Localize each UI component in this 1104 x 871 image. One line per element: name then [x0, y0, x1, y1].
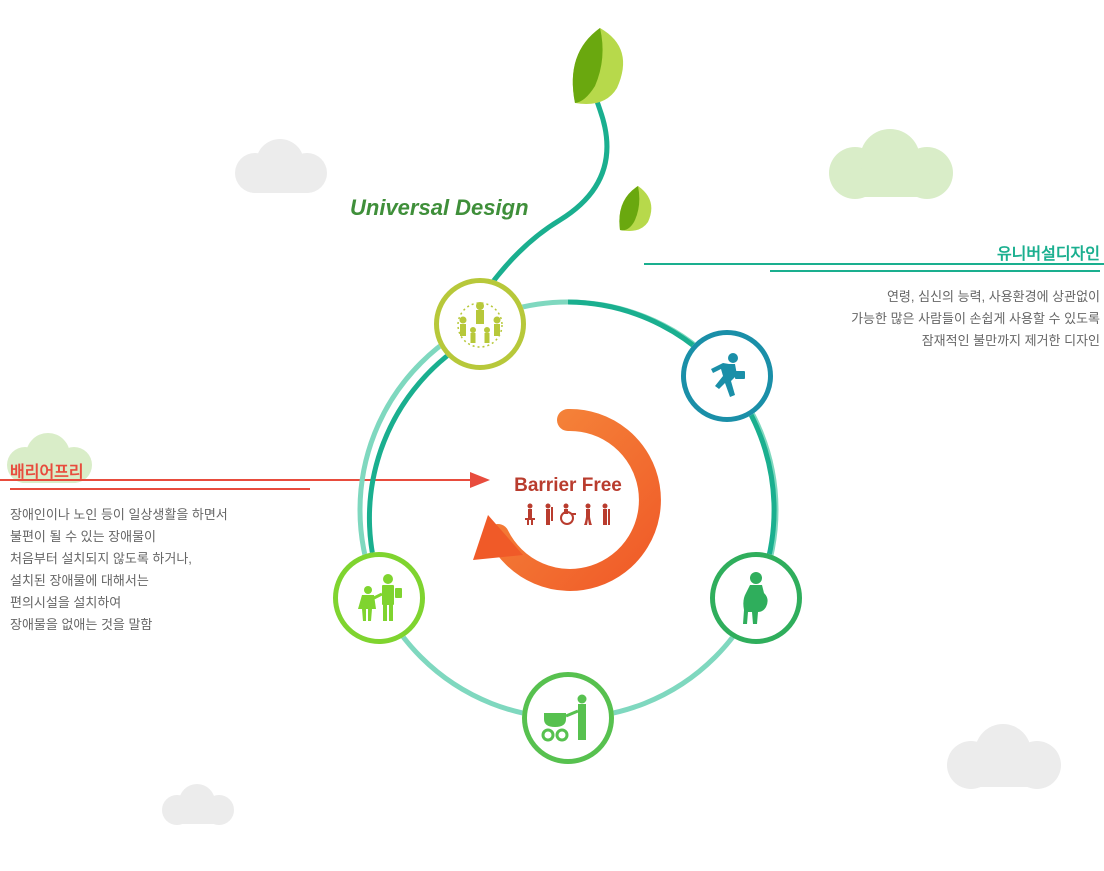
running-person-icon [705, 351, 749, 401]
node-running [681, 330, 773, 422]
callout-universal-design: 유니버설디자인 연령, 심신의 능력, 사용환경에 상관없이 가능한 많은 사람… [770, 240, 1100, 352]
leaf-large-icon [555, 18, 645, 118]
stroller-icon [538, 693, 598, 743]
leaf-small-icon [610, 180, 665, 240]
cloud-1 [225, 135, 335, 195]
cloud-5 [155, 780, 240, 825]
callout-ud-title: 유니버설디자인 [770, 240, 1100, 272]
infographic-stage: Universal Design Barrier Free [0, 0, 1104, 871]
node-family-circle [434, 278, 526, 370]
family-group-icon [453, 300, 507, 348]
callout-barrier-free: 배리어프리 장애인이나 노인 등이 일상생활을 하면서 불편이 될 수 있는 장… [10, 458, 310, 637]
pregnant-icon [739, 571, 773, 625]
center-circle: Barrier Free [498, 430, 638, 570]
callout-bf-title: 배리어프리 [10, 458, 310, 490]
universal-design-label: Universal Design [350, 195, 529, 221]
center-people-icons [523, 503, 613, 525]
node-pregnant [710, 552, 802, 644]
callout-bf-body: 장애인이나 노인 등이 일상생활을 하면서 불편이 될 수 있는 장애물이 처음… [10, 504, 310, 637]
node-stroller [522, 672, 614, 764]
center-title: Barrier Free [514, 475, 622, 497]
parent-child-icon [354, 572, 404, 624]
cloud-2 [815, 125, 965, 200]
node-parent-child [333, 552, 425, 644]
callout-ud-body: 연령, 심신의 능력, 사용환경에 상관없이 가능한 많은 사람들이 손쉽게 사… [770, 286, 1100, 352]
cloud-4 [935, 720, 1070, 790]
